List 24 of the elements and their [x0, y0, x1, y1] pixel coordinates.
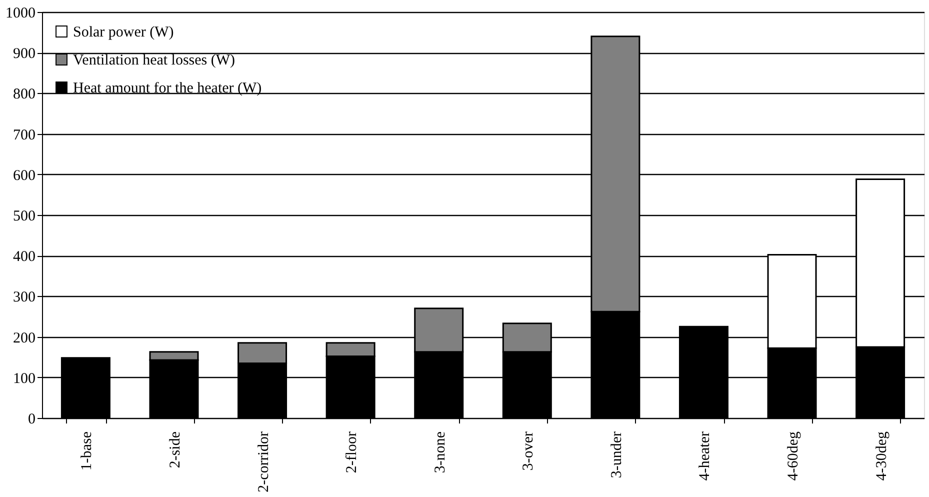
x-tick-label: 4-heater — [697, 432, 714, 481]
x-tick-label: 1-base — [79, 431, 96, 471]
legend-label: Ventilation heat losses (W) — [73, 52, 236, 68]
y-tick-label: 500 — [13, 208, 36, 224]
y-tick-label: 700 — [13, 127, 36, 144]
x-tick-label: 3-none — [432, 431, 448, 474]
y-tick-label: 300 — [13, 290, 36, 306]
x-tick-label: 2-corridor — [256, 432, 272, 492]
x-tick-label: 4-30deg — [874, 431, 890, 481]
y-tick-label: 800 — [13, 86, 36, 103]
x-tick-label: 2-floor — [344, 432, 360, 474]
y-tick-label: 400 — [13, 249, 36, 266]
x-tick-label: 4-60deg — [786, 431, 802, 481]
y-tick-label: 0 — [28, 412, 36, 428]
y-tick-label: 900 — [13, 46, 36, 62]
x-tick-label: 2-side — [167, 431, 184, 468]
legend-label: Heat amount for the heater (W) — [73, 80, 262, 96]
y-tick-label: 600 — [13, 168, 36, 184]
legend-label: Solar power (W) — [73, 24, 174, 40]
y-tick-label: 100 — [13, 370, 36, 387]
y-tick-label: 200 — [13, 330, 36, 346]
x-tick-label: 3-over — [520, 432, 537, 471]
x-tick-label: 3-under — [608, 432, 625, 478]
y-tick-label: 1000 — [6, 6, 36, 22]
